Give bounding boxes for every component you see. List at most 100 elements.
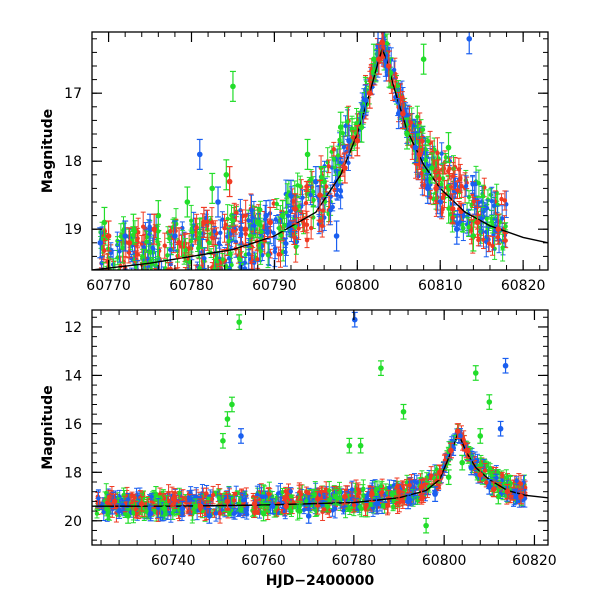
data-point (224, 416, 231, 422)
x-tick-label: 60810 (418, 278, 463, 294)
data-point (304, 151, 311, 158)
data-point (432, 491, 438, 497)
data-point (196, 151, 203, 158)
data-point (292, 206, 298, 212)
plot-area (92, 32, 548, 270)
data-point (147, 510, 154, 517)
data-point (305, 513, 312, 519)
data-point (395, 110, 402, 117)
data-point (513, 493, 520, 500)
data-point (491, 486, 497, 493)
data-point (362, 97, 369, 103)
data-point (400, 408, 407, 415)
data-point (317, 192, 323, 198)
data-point (125, 513, 131, 519)
data-point (263, 212, 269, 219)
data-point (459, 459, 466, 466)
data-point (161, 505, 168, 512)
data-point (468, 464, 475, 471)
x-tick-label: 60800 (335, 278, 380, 294)
data-point (223, 172, 230, 178)
data-point (457, 433, 463, 439)
data-point (151, 226, 157, 232)
data-point (184, 199, 191, 205)
plot-frame (91, 31, 549, 271)
data-point (224, 498, 231, 505)
data-point (474, 219, 481, 226)
data-point (242, 226, 249, 232)
data-point (122, 233, 128, 239)
data-point (176, 240, 182, 246)
x-tick-label: 60740 (151, 553, 196, 569)
data-point (179, 505, 186, 512)
data-point (126, 240, 133, 246)
series-2 (111, 423, 524, 515)
data-point (255, 219, 261, 226)
data-point (405, 498, 411, 505)
data-point (260, 510, 267, 517)
data-point (416, 151, 423, 158)
data-point (201, 219, 207, 226)
data-point (197, 503, 204, 510)
data-point (206, 513, 213, 519)
data-point (418, 484, 425, 490)
data-point (433, 185, 439, 192)
series-0 (97, 32, 473, 259)
data-point (436, 469, 443, 476)
data-point (477, 471, 484, 478)
data-point (346, 442, 353, 449)
y-tick-label: 17 (64, 86, 82, 102)
data-point (209, 185, 216, 192)
data-point (97, 240, 104, 246)
x-tick-label: 60760 (241, 553, 286, 569)
x-tick-label: 60780 (169, 278, 214, 294)
data-point (404, 131, 410, 137)
data-point (172, 233, 178, 239)
data-point (366, 90, 373, 96)
data-point (412, 144, 419, 151)
data-point (472, 370, 479, 376)
data-point (346, 138, 352, 144)
data-point (437, 199, 444, 205)
data-point (373, 501, 380, 507)
data-point (379, 39, 385, 45)
data-point (226, 178, 233, 185)
data-point (448, 447, 454, 454)
data-point (420, 56, 427, 62)
data-point (400, 110, 406, 117)
data-point (369, 491, 375, 497)
x-tick-label: 60770 (86, 278, 131, 294)
data-point (445, 474, 452, 480)
data-point (251, 501, 258, 507)
data-point (342, 165, 348, 171)
data-point (357, 442, 364, 449)
series-1 (125, 314, 502, 534)
data-point (463, 447, 470, 454)
y-tick-label: 12 (64, 320, 82, 336)
data-point (504, 488, 511, 495)
plot-area (92, 311, 548, 534)
data-point (454, 226, 460, 232)
data-point (454, 428, 461, 434)
axis-ticks (92, 310, 548, 545)
data-point (486, 484, 493, 490)
data-point (429, 165, 435, 171)
y-tick-label: 20 (64, 514, 82, 530)
data-point (502, 362, 509, 369)
series-2 (105, 32, 502, 259)
data-point (314, 496, 321, 502)
data-point (378, 365, 384, 371)
data-point (333, 493, 339, 500)
data-point (497, 425, 504, 432)
data-point (376, 56, 382, 62)
data-point (296, 508, 303, 514)
data-point (283, 503, 289, 510)
data-point (269, 503, 276, 510)
x-tick-label: 60820 (512, 553, 557, 569)
data-point (386, 63, 392, 69)
axis-ticks (91, 32, 548, 271)
data-point (147, 226, 153, 232)
data-point (236, 319, 242, 325)
data-point (170, 496, 177, 502)
data-point (267, 219, 274, 226)
